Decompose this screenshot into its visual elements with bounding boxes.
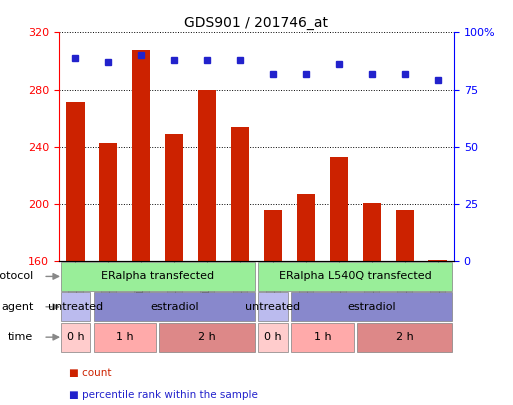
Text: time: time <box>8 332 33 342</box>
Bar <box>132 49 150 261</box>
Bar <box>100 143 117 261</box>
Bar <box>160 322 255 352</box>
Text: 0 h: 0 h <box>67 332 84 342</box>
Text: ■ count: ■ count <box>69 368 112 377</box>
Bar <box>61 262 255 291</box>
Bar <box>291 322 353 352</box>
Text: estradiol: estradiol <box>347 302 396 312</box>
Text: 0 h: 0 h <box>264 332 282 342</box>
Text: 1 h: 1 h <box>116 332 134 342</box>
Text: 2 h: 2 h <box>396 332 413 342</box>
Bar <box>258 322 288 352</box>
Bar <box>428 260 447 261</box>
Bar <box>297 194 315 261</box>
Text: estradiol: estradiol <box>150 302 199 312</box>
Bar <box>93 322 156 352</box>
Text: untreated: untreated <box>245 302 301 312</box>
Text: protocol: protocol <box>0 271 33 281</box>
Title: GDS901 / 201746_at: GDS901 / 201746_at <box>185 16 328 30</box>
Bar <box>66 102 85 261</box>
Text: ERalpha transfected: ERalpha transfected <box>101 271 214 281</box>
Bar <box>231 127 249 261</box>
Bar <box>93 292 255 322</box>
Text: ERalpha L540Q transfected: ERalpha L540Q transfected <box>279 271 431 281</box>
Bar <box>258 262 452 291</box>
Bar <box>61 292 90 322</box>
Bar <box>363 202 381 261</box>
Text: ■ percentile rank within the sample: ■ percentile rank within the sample <box>69 390 258 400</box>
Text: untreated: untreated <box>48 302 103 312</box>
Bar <box>357 322 452 352</box>
Bar <box>61 322 90 352</box>
Bar <box>264 210 282 261</box>
Bar <box>258 292 288 322</box>
Bar <box>396 210 413 261</box>
Text: agent: agent <box>1 302 33 312</box>
Bar <box>330 157 348 261</box>
Bar <box>165 134 183 261</box>
Text: 2 h: 2 h <box>198 332 216 342</box>
Bar <box>198 90 216 261</box>
Text: 1 h: 1 h <box>313 332 331 342</box>
Bar <box>291 292 452 322</box>
